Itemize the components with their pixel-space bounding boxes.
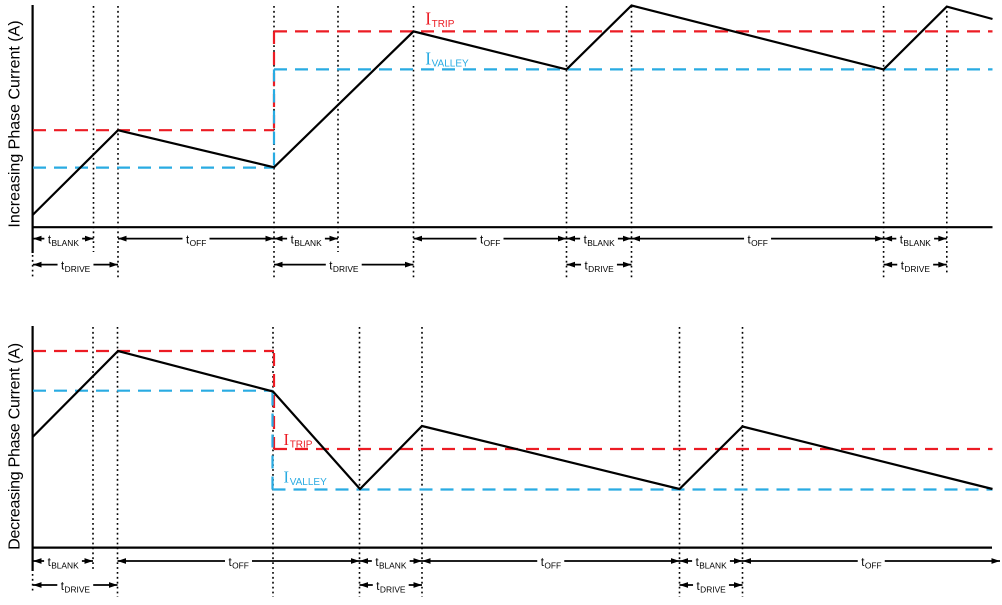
svg-text:BLANK: BLANK [51,238,79,248]
svg-text:OFF: OFF [484,238,501,248]
svg-text:BLANK: BLANK [699,561,727,571]
svg-text:t: t [900,234,904,246]
svg-text:DRIVE: DRIVE [333,264,359,274]
svg-text:VALLEY: VALLEY [432,59,469,70]
svg-text:t: t [61,260,65,272]
svg-text:t: t [229,557,233,569]
svg-text:BLANK: BLANK [51,561,79,571]
svg-text:OFF: OFF [190,238,207,248]
svg-text:I: I [425,48,431,68]
svg-text:t: t [375,557,379,569]
svg-text:VALLEY: VALLEY [290,477,327,488]
svg-text:I: I [284,430,290,449]
svg-text:DRIVE: DRIVE [700,585,726,595]
svg-text:TRIP: TRIP [290,439,313,450]
svg-text:DRIVE: DRIVE [380,585,406,595]
svg-text:DRIVE: DRIVE [588,264,614,274]
svg-text:t: t [696,557,700,569]
svg-text:t: t [329,260,333,272]
svg-text:OFF: OFF [232,561,249,571]
svg-text:DRIVE: DRIVE [904,264,930,274]
svg-text:OFF: OFF [544,561,561,571]
svg-text:t: t [291,234,295,246]
svg-text:DRIVE: DRIVE [65,264,91,274]
svg-text:TRIP: TRIP [432,19,455,30]
svg-text:BLANK: BLANK [294,238,322,248]
svg-text:t: t [585,260,589,272]
svg-text:Increasing Phase Current (A): Increasing Phase Current (A) [7,20,24,227]
svg-text:t: t [901,260,905,272]
svg-text:t: t [584,234,588,246]
svg-text:t: t [61,581,65,593]
svg-text:t: t [48,557,52,569]
svg-text:BLANK: BLANK [379,561,407,571]
svg-text:DRIVE: DRIVE [64,585,90,595]
svg-text:OFF: OFF [865,561,882,571]
svg-text:t: t [861,557,865,569]
svg-text:I: I [284,468,290,487]
svg-text:t: t [697,581,701,593]
svg-text:OFF: OFF [751,238,768,248]
svg-text:BLANK: BLANK [903,238,931,248]
svg-text:t: t [48,234,52,246]
svg-text:t: t [480,234,484,246]
svg-text:Decreasing Phase Current (A): Decreasing Phase Current (A) [7,343,24,549]
svg-text:t: t [541,557,545,569]
svg-text:I: I [425,9,431,29]
svg-text:BLANK: BLANK [587,238,615,248]
svg-text:t: t [186,234,190,246]
svg-text:t: t [748,234,752,246]
svg-text:t: t [376,581,380,593]
